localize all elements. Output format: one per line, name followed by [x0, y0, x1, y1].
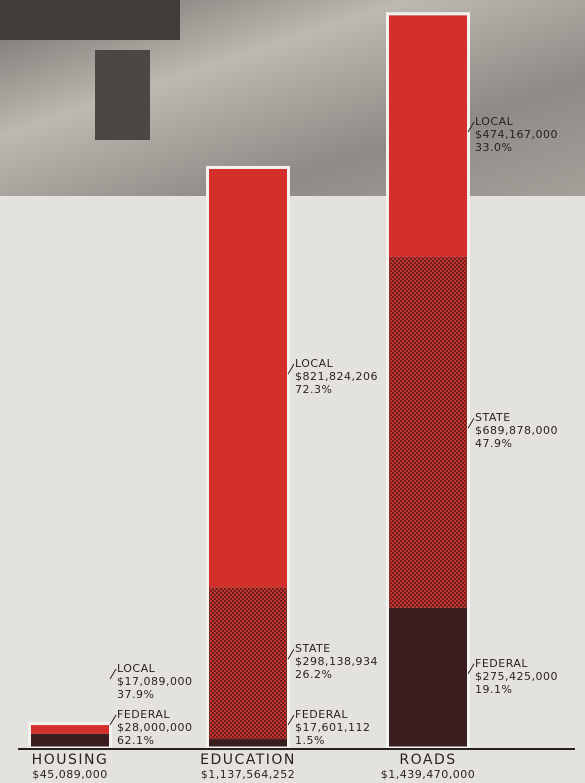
- segment-value: $17,089,000: [117, 675, 192, 688]
- leader-line: [467, 663, 475, 675]
- segment-value: $474,167,000: [475, 128, 558, 141]
- segment-percent: 33.0%: [475, 141, 512, 154]
- bar-segment: [389, 607, 467, 748]
- category-label: HOUSING: [32, 752, 109, 768]
- leader-line: [467, 121, 475, 133]
- leader-line: [287, 714, 295, 726]
- segment-value: $298,138,934: [295, 655, 378, 668]
- photo-building: [95, 50, 150, 140]
- segment-name: STATE: [475, 411, 511, 424]
- bar-segment: [389, 15, 467, 257]
- bar-segment: [209, 168, 287, 588]
- segment-value: $821,824,206: [295, 370, 378, 383]
- chart-panel: [0, 196, 585, 783]
- segment-value: $689,878,000: [475, 424, 558, 437]
- category-label: ROADS: [399, 752, 456, 768]
- bar-segment: [31, 725, 109, 734]
- segment-percent: 62.1%: [117, 734, 154, 747]
- bar-segment: [31, 733, 109, 748]
- leader-line: [109, 714, 117, 726]
- segment-name: FEDERAL: [475, 657, 528, 670]
- category-label: EDUCATION: [200, 752, 296, 768]
- segment-name: FEDERAL: [295, 708, 348, 721]
- segment-name: FEDERAL: [117, 708, 170, 721]
- leader-line: [109, 668, 117, 680]
- segment-name: LOCAL: [117, 662, 156, 675]
- segment-name: LOCAL: [295, 357, 334, 370]
- segment-percent: 72.3%: [295, 383, 332, 396]
- bar-segment: [209, 739, 287, 748]
- segment-value: $17,601,112: [295, 721, 370, 734]
- category-total: $1,137,564,252: [201, 768, 295, 781]
- bar-segment: [389, 256, 467, 608]
- category-total: $1,439,470,000: [381, 768, 475, 781]
- segment-name: STATE: [295, 642, 331, 655]
- leader-line: [287, 648, 295, 660]
- category-total: $45,089,000: [32, 768, 107, 781]
- segment-percent: 1.5%: [295, 734, 325, 747]
- segment-percent: 26.2%: [295, 668, 332, 681]
- segment-percent: 19.1%: [475, 683, 512, 696]
- segment-value: $28,000,000: [117, 721, 192, 734]
- segment-percent: 37.9%: [117, 688, 154, 701]
- segment-name: LOCAL: [475, 115, 514, 128]
- segment-value: $275,425,000: [475, 670, 558, 683]
- photo-structure: [0, 0, 180, 40]
- segment-percent: 47.9%: [475, 437, 512, 450]
- bar-segment: [209, 587, 287, 740]
- leader-line: [467, 417, 475, 429]
- leader-line: [287, 363, 295, 375]
